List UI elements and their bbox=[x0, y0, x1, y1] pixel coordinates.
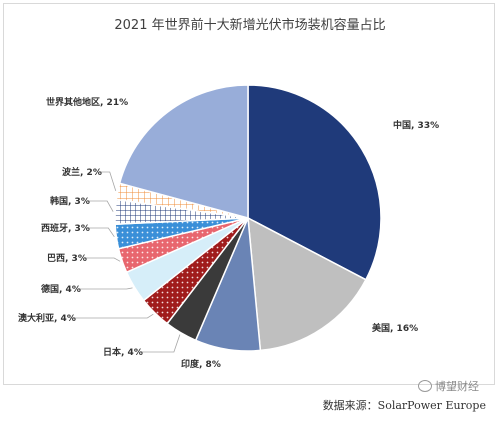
leader-line-8 bbox=[88, 200, 114, 212]
watermark: 博望财经 bbox=[418, 378, 479, 394]
slice-label-7: 西班牙, 3% bbox=[41, 222, 90, 234]
pie-slice-0 bbox=[247, 84, 382, 281]
slice-label-3: 日本, 4% bbox=[103, 346, 143, 358]
data-source: 数据来源：SolarPower Europe bbox=[322, 399, 486, 412]
slice-label-4: 澳大利亚, 4% bbox=[18, 312, 76, 324]
leader-line-6 bbox=[85, 257, 121, 262]
chart-frame bbox=[3, 3, 495, 385]
leader-line-4 bbox=[70, 313, 154, 319]
slice-label-9: 波兰, 2% bbox=[62, 166, 102, 178]
chart-title: 2021 年世界前十大新增光伏市场装机容量占比 bbox=[114, 18, 386, 33]
leader-line-7 bbox=[86, 227, 115, 238]
slice-label-5: 德国, 4% bbox=[41, 283, 81, 295]
pie-slice-pattern-6 bbox=[118, 218, 248, 273]
leader-line-3 bbox=[141, 334, 181, 353]
slice-label-8: 韩国, 3% bbox=[50, 195, 90, 207]
slice-label-6: 巴西, 3% bbox=[47, 253, 87, 264]
pie-slice-1 bbox=[247, 216, 367, 352]
watermark-text: 博望财经 bbox=[435, 380, 479, 393]
pie-slice-pattern-4 bbox=[143, 218, 248, 324]
slice-label-0: 中国, 33% bbox=[393, 119, 439, 131]
leader-line-9 bbox=[100, 171, 117, 192]
slice-label-10: 世界其他地区, 21% bbox=[46, 96, 128, 108]
slice-label-2: 印度, 8% bbox=[181, 358, 221, 370]
wechat-icon bbox=[418, 380, 432, 392]
slice-label-1: 美国, 16% bbox=[372, 322, 418, 334]
pie-slice-pattern-7 bbox=[115, 218, 248, 249]
leader-line-5 bbox=[79, 287, 133, 290]
pie-slice-10 bbox=[118, 84, 249, 219]
